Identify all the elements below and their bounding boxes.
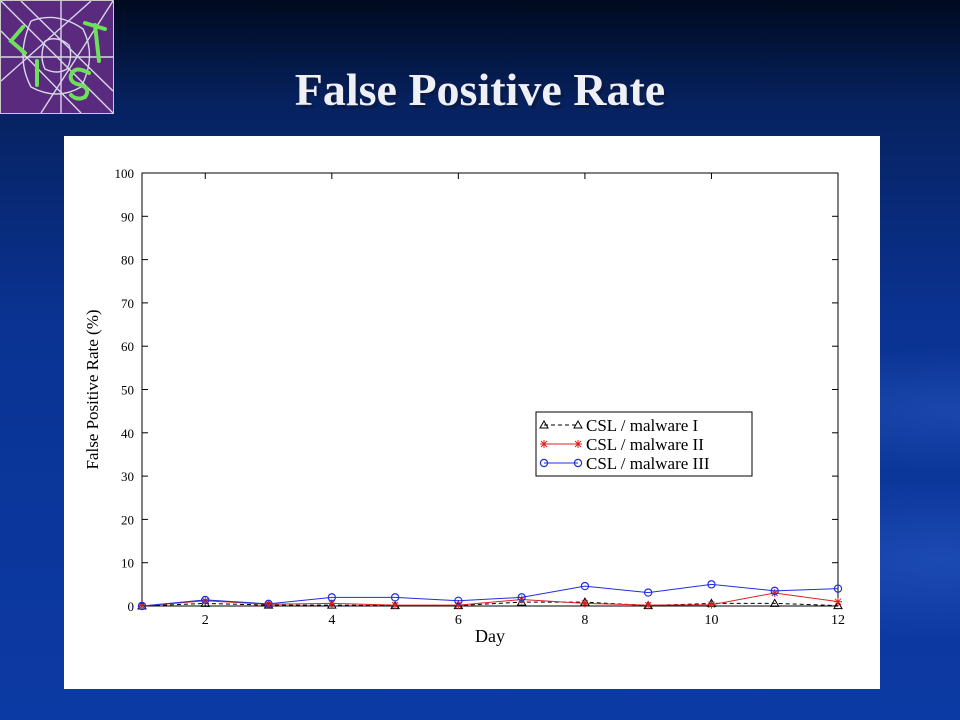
series-1-point [833,600,843,610]
legend-entry: CSL / malware I [586,416,699,435]
x-tick-label: 10 [704,613,718,628]
x-tick-label: 4 [328,613,335,628]
series-3-line [141,583,839,607]
series-2-point [707,600,716,609]
y-tick-label: 20 [121,512,134,527]
y-tick-label: 70 [121,296,134,311]
legend-marker [540,440,548,448]
series-3-point [517,593,526,602]
legend-marker [539,419,549,429]
y-tick-label: 50 [121,383,134,398]
series-3-point [643,588,653,597]
series-2-point [454,601,463,610]
series-2-line [141,592,839,607]
series-2-point [327,599,336,608]
x-tick-label: 2 [202,613,209,628]
series-1-point [769,598,780,607]
series-3-point [580,581,590,591]
slide-title: False Positive Rate [294,64,666,115]
legend-entry: CSL / malware III [586,454,710,473]
series-3-point [707,580,716,589]
lts-lab-logo-icon [0,0,114,114]
y-tick-label: 90 [121,209,134,224]
y-tick-label: 0 [128,599,135,614]
series-2-point [580,599,589,608]
legend-marker [573,419,583,429]
legend-marker [573,458,583,468]
series-3-point [454,596,463,606]
y-tick-label: 60 [121,339,134,354]
series-3-point [390,593,400,602]
y-tick-label: 100 [115,166,135,181]
series-2-point [834,597,842,606]
series-3-point [264,599,273,609]
lab-logo [0,0,114,114]
legend-entry: CSL / malware II [586,435,704,454]
series-3-point [201,595,210,605]
y-tick-label: 30 [121,469,134,484]
series-2-point [391,601,400,610]
legend-marker [539,458,549,468]
y-tick-label: 80 [121,253,134,268]
line-chart: 0 10 20 30 40 50 60 70 80 90 100 2 4 6 8 10 12 Day False P… [83,166,845,646]
plot-area-frame [141,172,839,607]
series-3-point [770,586,779,596]
x-axis-label: Day [475,626,505,646]
series-3-point [833,584,843,593]
series-2-point [644,601,653,610]
x-tick-label: 6 [455,613,462,628]
y-axis-label: False Positive Rate (%) [83,309,102,469]
series-1-point [326,600,337,609]
series-3-point [327,593,337,602]
y-tick-label: 10 [121,556,134,571]
series-3 [137,580,843,611]
series-3-point [137,601,147,611]
chart-panel: 0 10 20 30 40 50 60 70 80 90 100 2 4 6 8 10 12 Day False P… [64,136,880,689]
legend-marker [574,440,582,448]
y-tick-label: 40 [121,426,134,441]
x-tick-label: 12 [831,613,845,628]
x-tick-label: 8 [581,613,588,628]
